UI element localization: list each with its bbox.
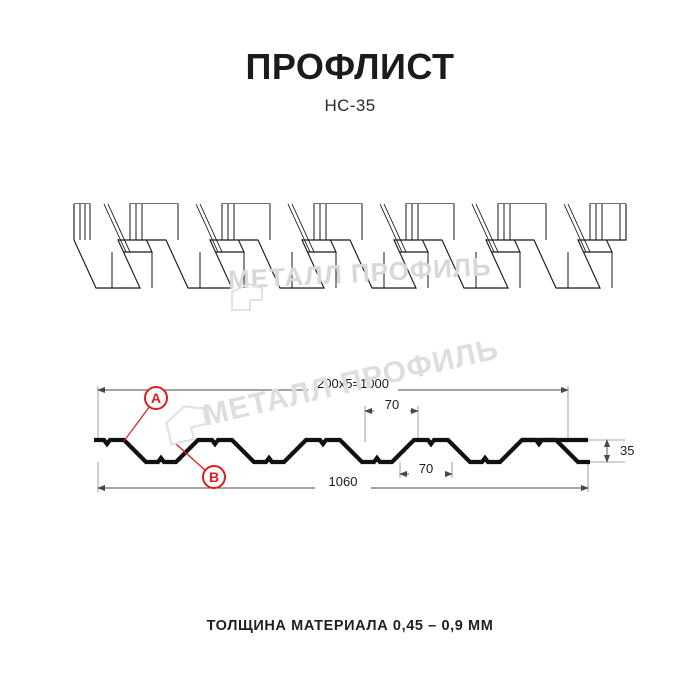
callout-a-label: A xyxy=(151,390,161,406)
page-header: ПРОФЛИСТ НС-35 xyxy=(0,48,700,116)
dimension-rib-top: 70 xyxy=(364,397,419,415)
page-footer: ТОЛЩИНА МАТЕРИАЛА 0,45 – 0,9 ММ xyxy=(0,618,700,634)
callout-a-leader xyxy=(123,405,151,442)
callout-group: A B xyxy=(123,386,226,489)
callout-b-leader xyxy=(175,443,207,472)
isometric-svg xyxy=(73,203,627,289)
dimension-height-label: 35 xyxy=(620,443,634,458)
dimension-total-width-label: 1060 xyxy=(329,474,358,489)
cross-section-drawing: 200x5=1000 70 70 35 xyxy=(80,370,650,515)
callout-a-bubble[interactable] xyxy=(144,386,168,410)
callout-b-label: B xyxy=(209,469,219,485)
profile-outline xyxy=(94,437,590,465)
dimension-pitch-label: 200x5=1000 xyxy=(317,376,389,391)
dimension-rib-top-label: 70 xyxy=(385,397,399,412)
dimension-total-width: 1060 xyxy=(97,474,589,492)
material-thickness-text: ТОЛЩИНА МАТЕРИАЛА 0,45 – 0,9 ММ xyxy=(206,618,494,634)
page-title: ПРОФЛИСТ xyxy=(245,46,455,87)
cross-section-svg: 200x5=1000 70 70 35 xyxy=(94,376,634,492)
dimension-height: 35 xyxy=(603,439,634,463)
product-model-subtitle: НС-35 xyxy=(324,95,376,115)
dimension-pitch: 200x5=1000 xyxy=(97,376,569,394)
isometric-drawing xyxy=(60,178,640,313)
dimension-rib-bottom: 70 xyxy=(399,461,453,478)
dimension-rib-bottom-label: 70 xyxy=(419,461,433,476)
callout-b-bubble[interactable] xyxy=(202,465,226,489)
